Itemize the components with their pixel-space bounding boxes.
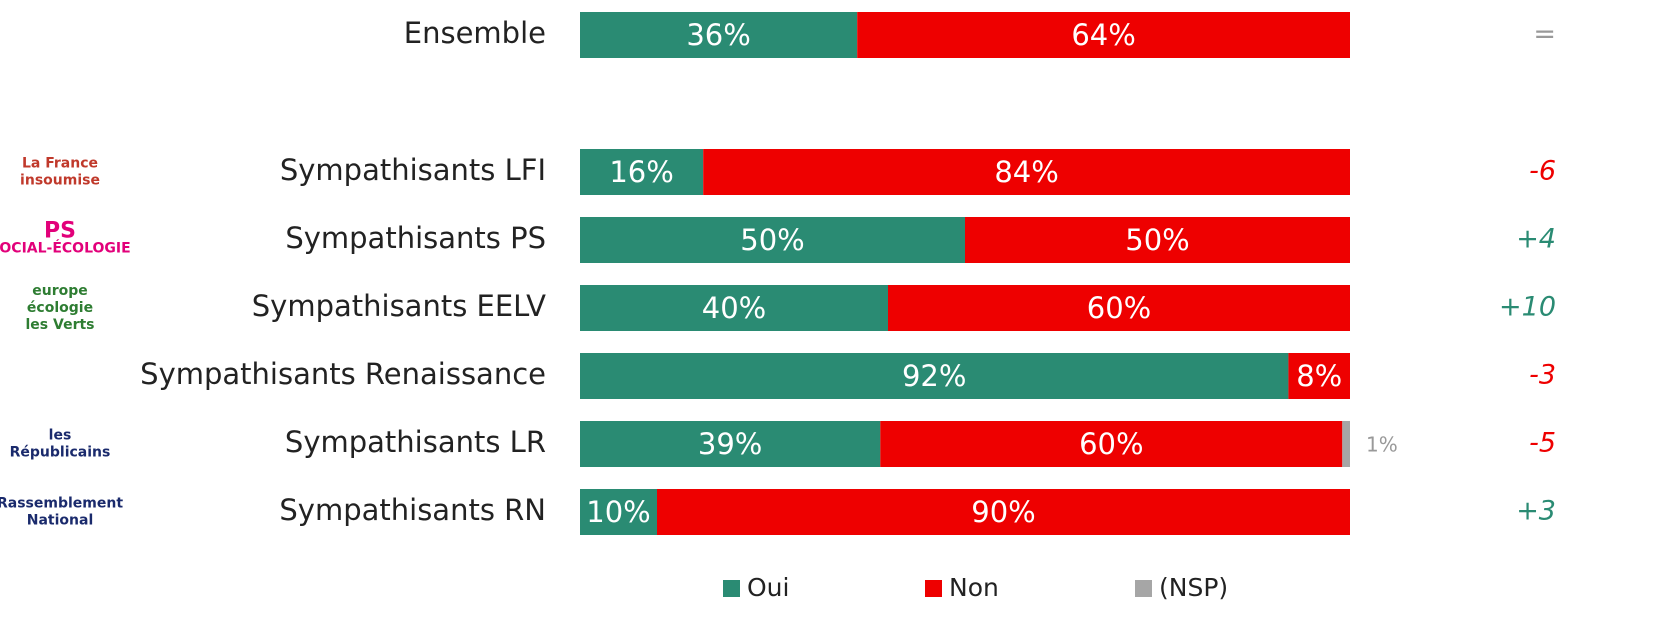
logo-text: les Verts	[26, 317, 95, 333]
value-label: 10%	[586, 495, 650, 529]
category-label: Ensemble	[404, 16, 546, 50]
value-label: 50%	[740, 223, 804, 257]
legend-swatch	[1135, 580, 1152, 597]
change-label: -3	[1529, 360, 1556, 391]
bar-segment	[580, 285, 888, 331]
logo-text: La France	[22, 156, 98, 172]
logo-text: europe	[32, 283, 88, 299]
legend-label: Oui	[747, 573, 789, 602]
category-label: Sympathisants LFI	[280, 153, 546, 187]
category-label: Sympathisants PS	[285, 221, 546, 255]
value-label: 92%	[902, 359, 966, 393]
logo-text: Républicains	[10, 445, 111, 461]
value-label: 40%	[702, 291, 766, 325]
bar-segment	[1288, 353, 1350, 399]
legend-label: (NSP)	[1159, 573, 1228, 602]
bar-segment	[703, 149, 1350, 195]
value-label: 64%	[1071, 18, 1135, 52]
value-label: 36%	[686, 18, 750, 52]
category-label: Sympathisants Renaissance	[140, 357, 546, 391]
change-label: =	[1533, 19, 1556, 50]
legend-label: Non	[949, 573, 999, 602]
legend-swatch	[723, 580, 740, 597]
bar-segment	[1342, 421, 1350, 467]
bar-segment	[580, 489, 657, 535]
bar-segment	[857, 12, 1350, 58]
change-label: +3	[1516, 496, 1556, 527]
value-label: 39%	[698, 427, 762, 461]
value-label: 60%	[1087, 291, 1151, 325]
bar-segment	[580, 217, 965, 263]
bar-segment	[888, 285, 1350, 331]
category-label: Sympathisants EELV	[252, 289, 546, 323]
value-label: 16%	[609, 155, 673, 189]
value-label: 90%	[971, 495, 1035, 529]
legend-swatch	[925, 580, 942, 597]
change-label: +10	[1499, 292, 1556, 323]
bar-segment	[880, 421, 1343, 467]
bar-segment	[580, 353, 1289, 399]
value-label: 84%	[994, 155, 1058, 189]
value-label: 50%	[1125, 223, 1189, 257]
category-label: Sympathisants LR	[285, 425, 546, 459]
logo-text: Rassemblement	[0, 496, 123, 512]
change-label: +4	[1516, 224, 1556, 255]
bar-segment	[657, 489, 1350, 535]
category-label: Sympathisants RN	[279, 493, 546, 527]
bar-segment	[580, 12, 858, 58]
logo-text: PS	[44, 219, 76, 244]
bar-segment	[580, 421, 881, 467]
logo-text: les	[49, 428, 72, 444]
logo-text: écologie	[27, 300, 93, 316]
bar-segment	[965, 217, 1350, 263]
logo-text: insoumise	[20, 173, 100, 189]
value-label: 1%	[1366, 433, 1398, 457]
logo-text: National	[27, 513, 94, 529]
change-label: -5	[1529, 428, 1556, 459]
value-label: 8%	[1296, 359, 1342, 393]
bar-segment	[580, 149, 704, 195]
change-label: -6	[1529, 156, 1556, 187]
value-label: 60%	[1079, 427, 1143, 461]
logo-text: SOCIAL-ÉCOLOGIE	[0, 240, 131, 257]
